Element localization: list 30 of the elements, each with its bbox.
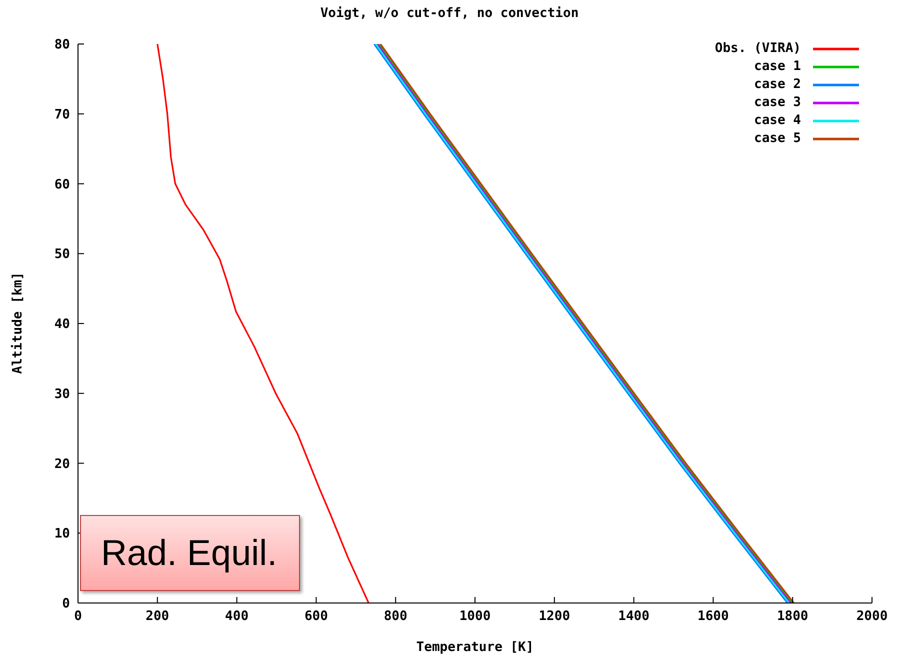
y-tick-label: 30 (54, 386, 70, 402)
legend-label: case 4 (754, 112, 801, 130)
x-tick-label: 1200 (538, 609, 570, 624)
x-tick-label: 1000 (459, 609, 491, 624)
label-box: Rad. Equil. (80, 515, 300, 591)
x-axis-title: Temperature [K] (415, 640, 535, 655)
legend-label: case 5 (754, 130, 801, 148)
x-tick-label: 400 (225, 609, 249, 624)
x-tick-label: 800 (384, 609, 408, 624)
y-tick-label: 80 (54, 38, 70, 53)
x-tick-label: 1600 (698, 609, 730, 624)
y-tick-label: 70 (54, 107, 70, 122)
y-axis-title: Altitude [km] (10, 272, 26, 374)
legend-label: Obs. (VIRA) (714, 40, 801, 58)
x-tick-label: 0 (74, 609, 82, 624)
x-tick-label: 2000 (856, 609, 888, 624)
y-tick-label: 60 (54, 177, 70, 192)
y-tick-label: 0 (62, 596, 70, 612)
chart-title: Voigt, w/o cut-off, no convection (319, 6, 580, 21)
y-tick-label: 40 (54, 317, 70, 332)
x-tick-label: 1400 (618, 609, 650, 624)
x-tick-label: 1800 (776, 609, 808, 624)
y-tick-label: 20 (54, 456, 70, 472)
x-tick-label: 200 (146, 609, 170, 624)
legend-label: case 1 (754, 58, 801, 76)
x-tick-label: 600 (304, 609, 328, 624)
legend-label: case 2 (754, 76, 801, 94)
legend-label: case 3 (754, 94, 801, 112)
y-tick-label: 10 (54, 526, 70, 542)
y-tick-label: 50 (54, 247, 70, 262)
